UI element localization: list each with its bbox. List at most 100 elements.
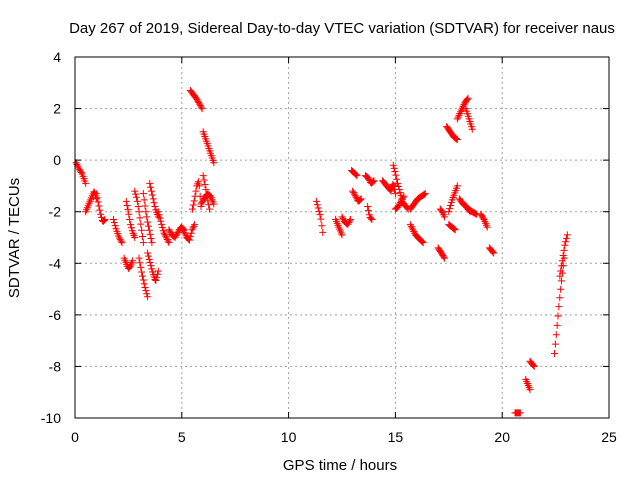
data-point [141,284,149,292]
data-point [313,201,321,209]
data-point [368,178,376,186]
data-point [364,207,372,215]
data-point [195,99,203,107]
data-point [150,199,158,207]
data-point [131,234,139,241]
data-point [116,236,124,244]
data-point [194,97,202,105]
data-point [319,228,327,236]
data-point [391,190,399,198]
data-point [483,223,491,231]
data-point [124,206,132,214]
data-point [188,205,196,213]
data-point [75,164,83,172]
data-point [558,262,566,270]
data-point [148,265,156,273]
data-point [189,201,197,209]
data-point [350,189,358,197]
data-point [137,220,145,228]
data-point [142,208,150,216]
data-point [148,239,156,247]
data-point [196,100,204,108]
data-point [149,195,157,203]
data-point [145,255,153,263]
data-point [318,222,326,230]
data-point [146,179,154,187]
data-point [420,190,428,198]
data-point [446,205,454,213]
data-point [386,186,394,194]
data-point [126,215,134,223]
data-point [450,225,458,233]
data-point [178,223,186,231]
data-point [365,175,373,183]
data-point [369,178,377,186]
data-point [419,239,427,247]
data-point [199,172,207,180]
data-point [153,273,161,281]
data-point [156,214,164,222]
data-point [133,193,141,201]
data-point [138,226,146,234]
data-point [456,110,464,118]
data-point [316,211,324,219]
data-point [164,237,172,245]
data-point [440,253,448,261]
data-point [173,230,181,238]
y-tick-label: -4 [49,255,62,271]
data-point [202,186,210,194]
data-point [451,226,459,234]
x-tick-label: 10 [281,429,297,445]
data-point [131,187,139,195]
data-point [151,203,159,211]
data-point [557,267,565,275]
data-point [93,194,101,202]
data-point [157,217,165,225]
data-point [135,208,143,216]
data-point [92,190,100,198]
data-point [563,231,571,239]
data-point [394,203,402,211]
data-point [153,270,161,278]
data-point [338,231,346,239]
data-point [155,211,163,219]
data-point [192,94,200,102]
data-point [558,277,566,285]
data-point [453,135,461,143]
y-axis-label: SDTVAR / TECUs [6,178,23,298]
data-point [410,227,418,235]
y-tick-label: 4 [53,49,61,65]
data-point [391,167,399,175]
data-point [163,234,171,242]
data-point [152,277,160,285]
data-point [317,215,325,223]
data-point [560,246,568,254]
data-point [139,190,147,198]
data-point [158,224,166,232]
data-point [158,220,166,228]
data-point [180,227,188,235]
data-point [94,198,102,206]
data-point [179,225,187,233]
data-point [111,222,119,230]
data-point [187,229,195,237]
data-point [345,219,353,227]
y-tick-label: -8 [49,358,62,374]
data-point [190,222,198,230]
data-point [551,350,559,358]
data-point [210,159,218,167]
data-point [562,238,570,246]
data-point [191,221,199,229]
data-point [457,106,465,114]
data-point [315,207,323,215]
data-point [552,331,560,339]
data-point [138,268,146,276]
data-point [143,290,151,298]
chart-title: Day 267 of 2019, Sidereal Day-to-day VTE… [69,20,615,37]
data-point [154,208,162,216]
data-point [353,172,361,180]
data-point [117,237,125,245]
data-point [394,179,402,187]
data-point [193,96,201,104]
data-point [185,236,193,244]
